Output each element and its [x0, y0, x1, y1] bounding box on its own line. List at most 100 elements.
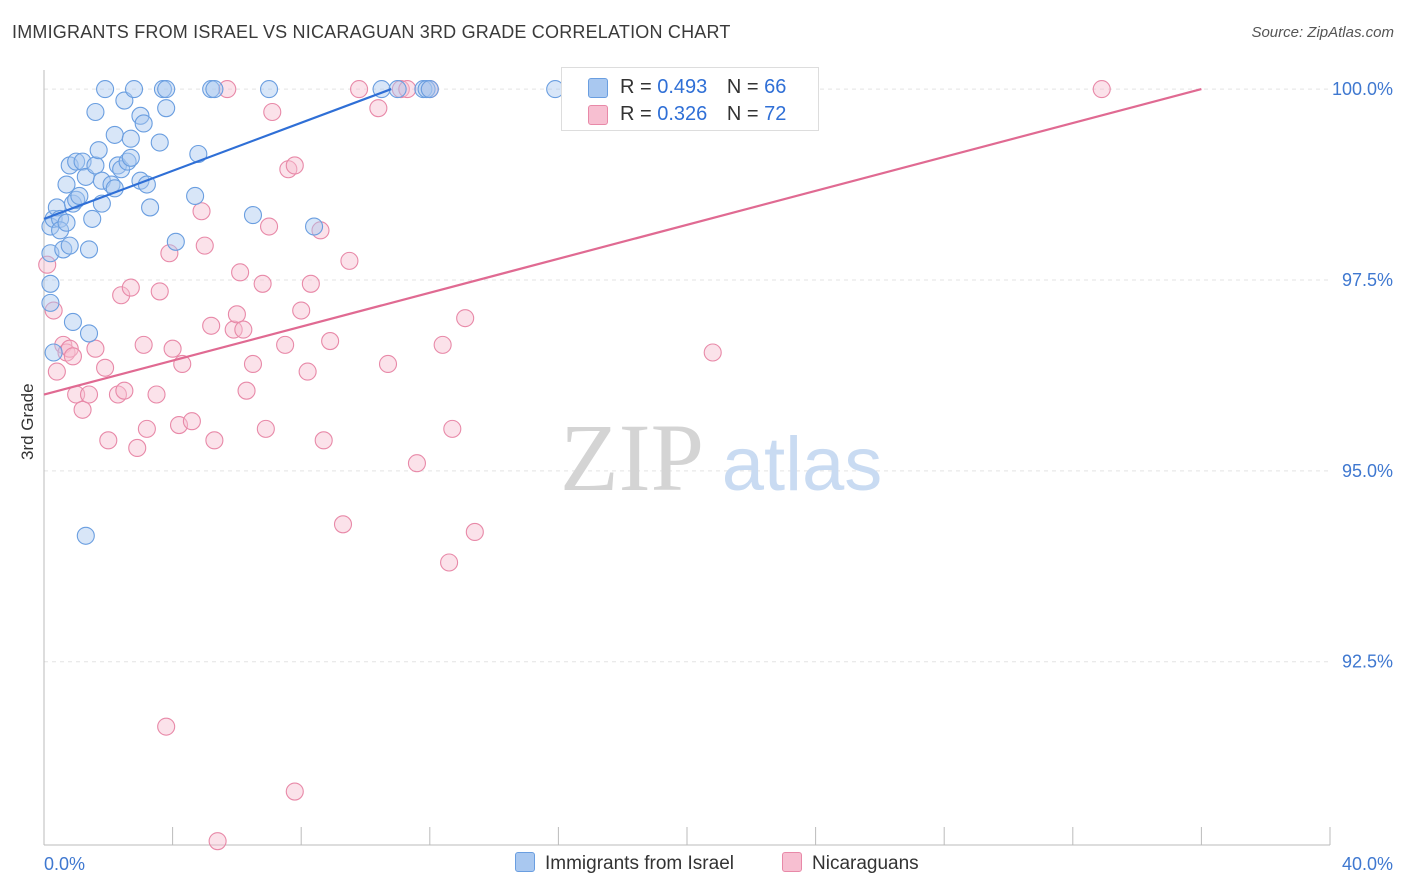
israel-point — [134, 114, 153, 133]
y-tick-label: 97.5% — [1342, 270, 1393, 290]
israel-point — [141, 198, 160, 217]
nicaraguans-point — [47, 362, 66, 381]
chart-title: IMMIGRANTS FROM ISRAEL VS NICARAGUAN 3RD… — [12, 22, 731, 42]
nicaraguans-points — [38, 80, 1111, 851]
nicaraguans-point — [378, 354, 398, 374]
nicaraguans-point — [134, 335, 153, 354]
israel-point — [259, 80, 279, 99]
israel-point — [67, 152, 86, 171]
legend-r-label: R = — [620, 76, 652, 98]
israel-point — [86, 156, 105, 175]
nicaraguans-point — [218, 80, 237, 99]
israel-point — [79, 324, 99, 343]
watermark-atlas: atlas — [722, 422, 883, 507]
nicaraguans-point — [160, 244, 179, 263]
nicaraguans-point — [38, 255, 57, 274]
nicaraguans-point — [73, 400, 92, 419]
israel-point — [60, 236, 79, 255]
nicaraguans-point — [398, 80, 417, 99]
israel-point — [157, 80, 176, 99]
nicaraguans-point — [340, 251, 359, 270]
nicaraguans-point — [243, 354, 263, 374]
israel-point — [41, 274, 60, 293]
israel-point — [63, 312, 82, 332]
nicaraguans-point — [301, 274, 320, 293]
x-tick-label: 0.0% — [44, 854, 85, 874]
nicaraguans-point — [137, 419, 156, 438]
israel-point — [70, 186, 89, 206]
nicaraguans-point — [256, 419, 275, 438]
legend-n-value-israel: 66 — [764, 76, 787, 98]
israel-point — [89, 141, 108, 160]
nicaraguans-point — [205, 431, 224, 450]
israel-point — [57, 213, 76, 232]
legend-n-value-nicaraguans: 72 — [764, 103, 787, 125]
israel-point — [150, 133, 169, 152]
nicaraguans-trend-line — [43, 88, 1202, 396]
nicaraguans-point — [253, 274, 272, 293]
nicaraguans-point — [369, 99, 388, 118]
nicaraguans-point — [407, 454, 426, 473]
israel-point — [121, 148, 140, 167]
legend-r-label: R = — [620, 103, 652, 125]
watermark-zip: ZIP — [560, 404, 704, 511]
nicaraguans-point — [79, 385, 99, 404]
nicaraguans-point — [259, 217, 279, 236]
bottom-legend-nicaraguans: Nicaraguans — [782, 852, 919, 875]
nicaraguans-point — [163, 339, 182, 358]
nicaraguans-point — [128, 438, 147, 458]
nicaraguans-point — [314, 431, 333, 450]
israel-point — [121, 129, 140, 148]
nicaraguans-point — [63, 347, 82, 366]
bottom-legend-swatch-nicaraguans — [782, 852, 802, 872]
nicaraguans-point — [99, 431, 118, 450]
bottom-legend-label-israel: Immigrants from Israel — [545, 853, 734, 874]
legend-swatch-nicaraguans — [588, 105, 608, 125]
israel-point — [41, 293, 60, 312]
israel-point — [243, 206, 263, 225]
nicaraguans-point — [1092, 80, 1111, 99]
legend-r-value-nicaraguans: 0.326 — [657, 103, 708, 125]
legend-swatch-israel — [588, 78, 608, 98]
nicaraguans-point — [465, 522, 484, 541]
correlation-legend: R = 0.493 N = 66 R = 0.326 N = 72 — [561, 67, 819, 131]
israel-point — [186, 186, 205, 206]
gridlines — [44, 88, 1330, 663]
nicaraguans-point — [112, 286, 131, 305]
israel-point — [388, 80, 407, 99]
israel-point — [189, 144, 208, 164]
nicaraguans-point — [456, 309, 475, 328]
y-tick-label: 92.5% — [1342, 652, 1393, 672]
bottom-legend-label-nicaraguans: Nicaraguans — [812, 853, 919, 874]
nicaraguans-point — [292, 301, 311, 320]
legend-row-nicaraguans: R = 0.326 N = 72 — [620, 103, 786, 126]
nicaraguans-point — [121, 278, 140, 297]
nicaraguans-point — [285, 156, 304, 175]
israel-point — [205, 80, 224, 99]
legend-n-label: N = — [726, 76, 759, 98]
israel-point — [420, 80, 439, 99]
israel-point — [105, 125, 124, 144]
nicaraguans-point — [703, 343, 722, 362]
axes — [43, 70, 1331, 846]
israel-point — [96, 80, 115, 99]
nicaraguans-point — [202, 316, 221, 335]
israel-point — [76, 526, 95, 545]
nicaraguans-point — [237, 381, 256, 400]
nicaraguans-point — [195, 236, 214, 255]
source-label: Source: ZipAtlas.com — [1251, 24, 1394, 41]
nicaraguans-point — [231, 263, 250, 282]
israel-point — [79, 240, 99, 259]
israel-point — [166, 232, 185, 251]
tick-labels: 100.0% 97.5% 95.0% 92.5% 0.0% 40.0% — [44, 79, 1393, 874]
israel-point — [51, 221, 70, 240]
israel-point — [86, 102, 105, 122]
nicaraguans-point — [440, 553, 459, 572]
nicaraguans-point — [276, 335, 295, 354]
israel-trend-line — [43, 88, 392, 220]
israel-point — [157, 99, 176, 118]
israel-point — [44, 343, 63, 362]
nicaraguans-point — [224, 320, 243, 339]
nicaraguans-point — [150, 282, 169, 301]
